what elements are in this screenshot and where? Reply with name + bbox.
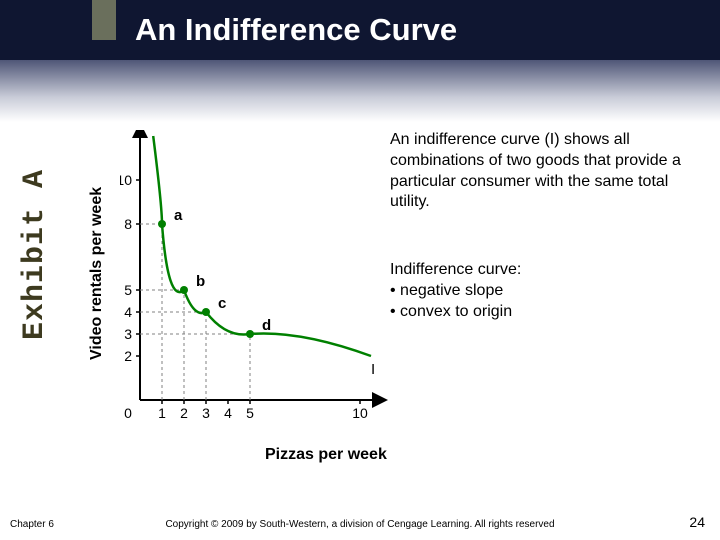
bullets-title: Indifference curve: <box>390 260 710 281</box>
svg-text:0: 0 <box>124 405 132 421</box>
svg-text:a: a <box>174 207 183 224</box>
svg-text:2: 2 <box>124 348 132 364</box>
bullet-1: • negative slope <box>390 281 710 302</box>
svg-text:c: c <box>218 295 226 312</box>
header-bar: An Indifference Curve <box>0 0 720 60</box>
chart-svg: 108543212345100abcdI <box>120 130 400 440</box>
svg-text:I: I <box>371 361 375 378</box>
x-axis-label: Pizzas per week <box>265 446 387 464</box>
indifference-chart: 108543212345100abcdI <box>120 130 400 430</box>
bullets-text: Indifference curve: • negative slope • c… <box>390 260 710 322</box>
exhibit-label: Exhibit A <box>18 169 52 340</box>
header-notch <box>92 0 116 40</box>
copyright-text: Copyright © 2009 by South-Western, a div… <box>140 519 580 530</box>
svg-text:8: 8 <box>124 216 132 232</box>
gradient-band <box>0 60 720 122</box>
svg-text:10: 10 <box>120 172 132 188</box>
svg-text:1: 1 <box>158 405 166 421</box>
svg-text:b: b <box>196 273 205 290</box>
svg-text:2: 2 <box>180 405 188 421</box>
svg-text:3: 3 <box>124 326 132 342</box>
svg-text:d: d <box>262 317 271 334</box>
svg-text:5: 5 <box>246 405 254 421</box>
svg-text:5: 5 <box>124 282 132 298</box>
svg-text:3: 3 <box>202 405 210 421</box>
y-axis-label: Video rentals per week <box>88 187 106 360</box>
description-text: An indifference curve (I) shows all comb… <box>390 130 710 213</box>
chapter-label: Chapter 6 <box>10 519 54 530</box>
page-number: 24 <box>689 514 705 530</box>
bullet-2: • convex to origin <box>390 302 710 323</box>
svg-text:4: 4 <box>124 304 132 320</box>
svg-text:4: 4 <box>224 405 232 421</box>
svg-text:10: 10 <box>352 405 368 421</box>
slide-title: An Indifference Curve <box>135 12 457 48</box>
